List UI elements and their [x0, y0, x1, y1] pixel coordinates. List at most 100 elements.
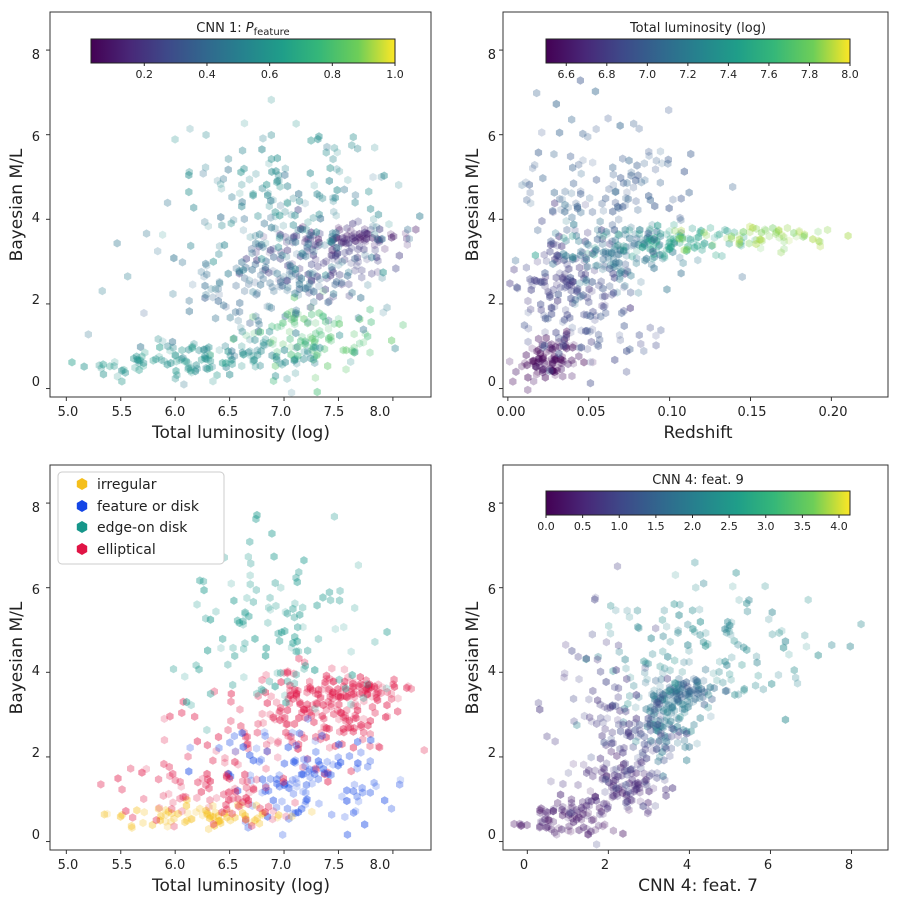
hexbin-point	[193, 364, 201, 373]
colorbar-title: CNN 1: Pfeature	[196, 21, 289, 38]
hexbin-point	[216, 816, 224, 826]
hexbin-point	[315, 799, 323, 808]
hexbin-point	[561, 342, 570, 351]
hexbin-point	[591, 766, 599, 775]
hexbin-point	[583, 344, 592, 354]
hexbin-point	[591, 247, 599, 256]
hexbin-point	[293, 782, 301, 791]
hexbin-point	[300, 755, 308, 764]
hexbin-point	[621, 230, 629, 239]
hexbin-point	[288, 266, 296, 276]
hexbin-point	[269, 335, 278, 345]
hexbin-point	[224, 769, 232, 779]
hexbin-point	[569, 694, 578, 703]
hexbin-point	[583, 811, 591, 820]
hexbin-point	[553, 257, 561, 266]
hexbin-point	[609, 254, 618, 264]
hexbin-point	[286, 691, 295, 700]
hexbin-point	[676, 253, 684, 262]
hexbin-point	[249, 191, 257, 200]
hexbin-point	[544, 314, 552, 323]
hexbin-point	[240, 673, 248, 682]
hexbin-point	[522, 263, 530, 272]
hexbin-point	[344, 723, 352, 732]
hexbin-point	[290, 355, 298, 364]
hexbin-point	[610, 273, 619, 282]
hexbin-point	[560, 356, 568, 366]
hexbin-point	[353, 764, 361, 773]
hexbin-point	[567, 281, 576, 290]
hexbin-point	[601, 292, 609, 301]
hexbin-point	[349, 787, 358, 796]
hexbin-point	[140, 808, 148, 817]
hexbin-point	[242, 740, 251, 749]
hexbin-point	[290, 232, 298, 241]
hexbin-point	[206, 615, 215, 624]
hexbin-point	[568, 802, 576, 811]
hexbin-point	[378, 683, 387, 692]
hexbin-point	[617, 763, 625, 772]
hexbin-point	[177, 782, 185, 791]
hexbin-point	[239, 350, 247, 359]
hexbin-point	[283, 182, 292, 191]
hexbin-point	[640, 159, 648, 168]
hexbin-point	[330, 143, 339, 153]
hexbin-point	[547, 777, 555, 786]
hexbin-point	[768, 679, 776, 689]
hexbin-point	[314, 775, 322, 784]
hexbin-point	[273, 269, 281, 278]
hexbin-point	[579, 156, 587, 165]
hexbin-point	[247, 351, 255, 360]
hexbin-point	[743, 607, 752, 616]
hexbin-point	[670, 237, 678, 246]
hexbin-point	[326, 271, 335, 280]
hexbin-point	[312, 255, 320, 264]
hexbin-point	[656, 232, 664, 241]
hexbin-point	[611, 355, 619, 365]
hexbin-point	[549, 366, 557, 376]
hexbin-point	[335, 740, 343, 749]
hexbin-point	[241, 770, 249, 779]
hexbin-point	[291, 269, 300, 279]
hexbin-point	[226, 351, 234, 360]
hexbin-point	[308, 245, 316, 254]
hexbin-point	[283, 609, 291, 618]
hexbin-point	[181, 818, 189, 827]
hexbin-point	[345, 280, 353, 289]
hexbin-point	[255, 757, 263, 766]
hexbin-point	[697, 226, 705, 235]
hexbin-point	[276, 211, 284, 220]
hexbin-point	[349, 689, 358, 699]
hexbin-point	[282, 252, 291, 261]
hexbin-point	[659, 250, 667, 259]
hexbin-point	[395, 251, 403, 260]
hexbin-points	[506, 76, 852, 395]
hexbin-point	[203, 808, 211, 818]
hexbin-point	[226, 357, 234, 366]
x-tick-label: 8	[845, 858, 853, 873]
hexbin-point	[614, 772, 622, 781]
hexbin-point	[273, 779, 281, 788]
hexbin-point	[390, 675, 398, 684]
hexbin-point	[311, 343, 320, 352]
hexbin-point	[583, 824, 591, 834]
hexbin-point	[277, 278, 285, 287]
hexbin-point	[577, 208, 585, 217]
hexbin-point	[690, 720, 698, 729]
hexbin-point	[615, 783, 623, 792]
hexbin-point	[392, 264, 400, 273]
hexbin-point	[328, 238, 336, 248]
hexbin-point	[320, 714, 328, 723]
hexbin-point	[737, 241, 745, 250]
hexbin-point	[204, 222, 212, 231]
hexbin-point	[330, 207, 338, 216]
hexbin-point	[292, 689, 301, 699]
hexbin-point	[374, 688, 382, 697]
hexbin-point	[563, 344, 571, 353]
hexbin-point	[283, 310, 291, 319]
hexbin-point	[290, 679, 299, 688]
hexbin-point	[768, 630, 776, 639]
hexbin-point	[338, 280, 346, 289]
hexbin-point	[293, 359, 301, 368]
hexbin-point	[272, 698, 281, 707]
